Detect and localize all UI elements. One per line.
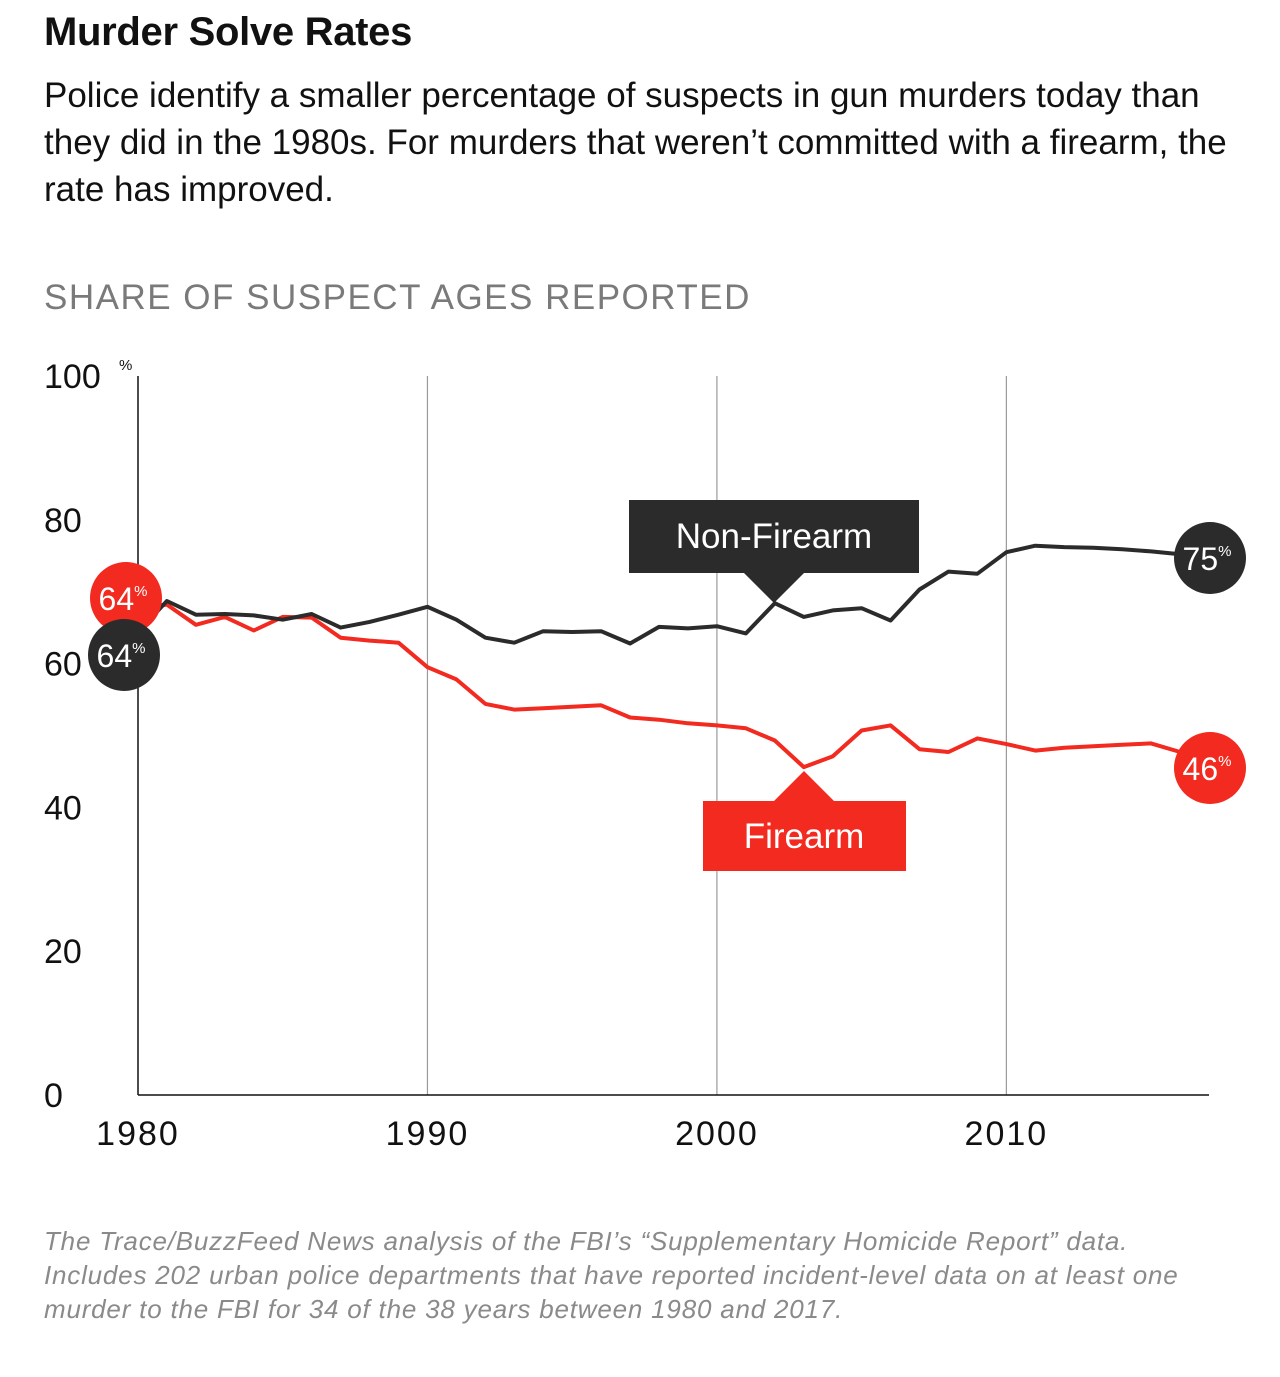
y-tick-label: 40 [44,789,82,827]
non-firearm-end-marker [1174,522,1246,594]
firearm-callout-pointer [774,771,834,801]
y-tick-label: 80 [44,502,82,540]
non-firearm-callout-box [629,500,919,573]
y-tick-label: 100 [44,358,101,396]
x-tick-label: 1990 [386,1115,470,1153]
y-tick-label: 20 [44,933,82,971]
non-firearm-callout-pointer [744,573,804,603]
firearm-start-marker [90,562,162,634]
x-tick-label: 1980 [96,1115,180,1153]
firearm-callout-box [703,801,906,871]
chart-kicker: SHARE OF SUSPECT AGES REPORTED [44,278,751,317]
source-note: The Trace/BuzzFeed News analysis of the … [44,1226,1179,1324]
x-tick-label: 2010 [965,1115,1049,1153]
non-firearm-callout-label: Non-Firearm [676,517,872,556]
series-line-firearm [137,602,1210,770]
x-tick-label: 2000 [675,1115,759,1153]
firearm-callout-label: Firearm [744,817,865,856]
chart-subtitle: Police identify a smaller percentage of … [44,76,1227,209]
y-unit-label: % [119,357,132,374]
y-tick-label: 0 [44,1077,63,1115]
firearm-end-marker [1174,732,1246,804]
non-firearm-start-marker [88,619,160,691]
series-line-non-firearm [136,543,1210,646]
y-tick-label: 60 [44,646,82,684]
chart-title: Murder Solve Rates [44,10,413,54]
